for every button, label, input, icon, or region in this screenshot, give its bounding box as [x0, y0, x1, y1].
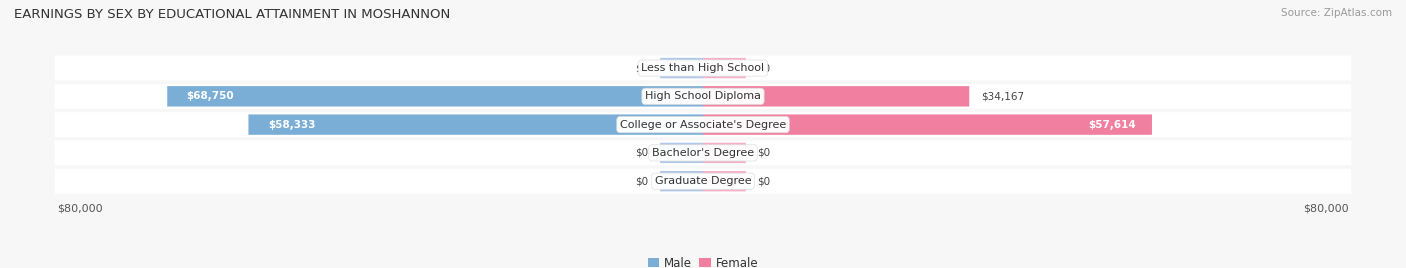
- FancyBboxPatch shape: [661, 143, 703, 163]
- FancyBboxPatch shape: [55, 84, 1351, 109]
- FancyBboxPatch shape: [703, 58, 745, 78]
- Text: Less than High School: Less than High School: [641, 63, 765, 73]
- Text: $0: $0: [758, 148, 770, 158]
- FancyBboxPatch shape: [167, 86, 703, 106]
- Text: $0: $0: [636, 148, 648, 158]
- FancyBboxPatch shape: [661, 58, 703, 78]
- Text: Graduate Degree: Graduate Degree: [655, 176, 751, 186]
- Text: $0: $0: [636, 63, 648, 73]
- FancyBboxPatch shape: [661, 171, 703, 191]
- Text: Bachelor's Degree: Bachelor's Degree: [652, 148, 754, 158]
- FancyBboxPatch shape: [55, 140, 1351, 165]
- FancyBboxPatch shape: [703, 171, 745, 191]
- FancyBboxPatch shape: [55, 55, 1351, 80]
- Text: $57,614: $57,614: [1088, 120, 1136, 130]
- FancyBboxPatch shape: [703, 143, 745, 163]
- Text: $58,333: $58,333: [269, 120, 315, 130]
- Text: $68,750: $68,750: [187, 91, 235, 101]
- FancyBboxPatch shape: [55, 169, 1351, 194]
- Text: Source: ZipAtlas.com: Source: ZipAtlas.com: [1281, 8, 1392, 18]
- FancyBboxPatch shape: [55, 112, 1351, 137]
- Text: $0: $0: [758, 176, 770, 186]
- Text: $34,167: $34,167: [981, 91, 1024, 101]
- Text: High School Diploma: High School Diploma: [645, 91, 761, 101]
- FancyBboxPatch shape: [703, 86, 969, 106]
- Text: $0: $0: [758, 63, 770, 73]
- Text: EARNINGS BY SEX BY EDUCATIONAL ATTAINMENT IN MOSHANNON: EARNINGS BY SEX BY EDUCATIONAL ATTAINMEN…: [14, 8, 450, 21]
- FancyBboxPatch shape: [703, 114, 1152, 135]
- Legend: Male, Female: Male, Female: [643, 252, 763, 268]
- FancyBboxPatch shape: [249, 114, 703, 135]
- Text: College or Associate's Degree: College or Associate's Degree: [620, 120, 786, 130]
- Text: $0: $0: [636, 176, 648, 186]
